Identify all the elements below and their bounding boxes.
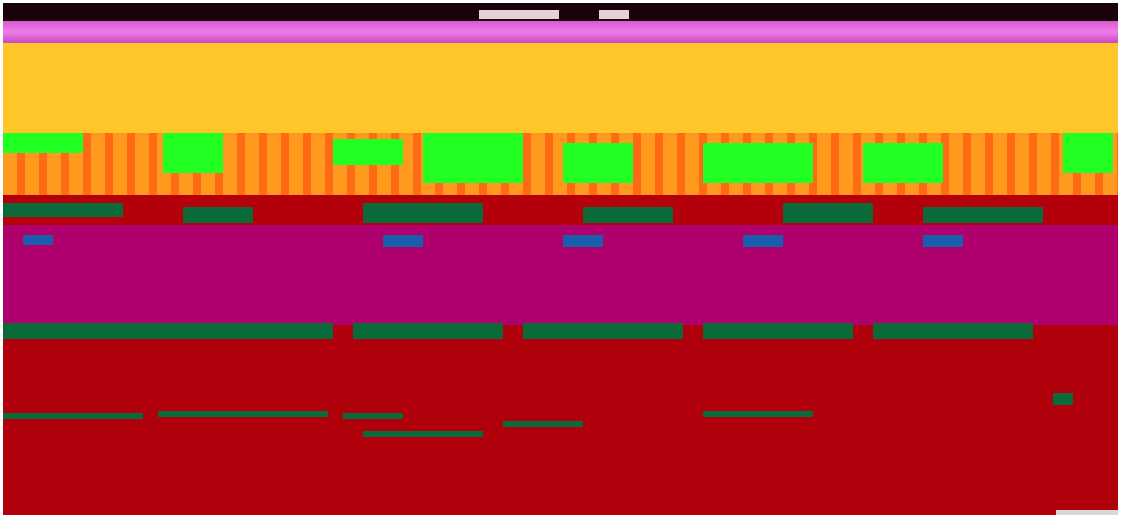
blue-glitch (23, 235, 53, 245)
dark-green-line (503, 421, 583, 427)
green-glitch (163, 133, 223, 173)
top-bar (3, 3, 1118, 21)
dark-green-glitch (703, 323, 853, 339)
green-glitch (703, 143, 813, 183)
blue-glitch (563, 235, 603, 247)
glitched-screen (3, 3, 1118, 515)
green-glitch (1063, 133, 1113, 173)
dark-green-line (703, 411, 813, 417)
corner-chip (1056, 510, 1118, 515)
blue-glitch (923, 235, 963, 247)
magenta-strip (3, 21, 1118, 43)
top-bar-artifact (599, 10, 629, 19)
yellow-band (3, 43, 1118, 133)
dark-green-glitch (363, 203, 483, 223)
green-glitch (563, 143, 633, 183)
dark-green-line (343, 413, 403, 419)
dark-green-glitch (3, 323, 333, 339)
green-glitch (863, 143, 943, 183)
dark-green-glitch (923, 207, 1043, 223)
dark-green-glitch (353, 323, 503, 339)
dark-green-line (363, 431, 483, 437)
green-glitch (333, 139, 403, 165)
dark-green-glitch (523, 323, 683, 339)
dark-green-glitch (873, 323, 1033, 339)
red-band-lower (3, 325, 1118, 515)
green-glitch (3, 133, 83, 153)
dark-green-line (158, 411, 328, 417)
dark-green-glitch (183, 207, 253, 223)
dark-green-glitch (583, 207, 673, 223)
green-glitch (423, 133, 523, 183)
dark-green-line (3, 413, 143, 419)
dark-green-line (1053, 393, 1073, 405)
blue-glitch (383, 235, 423, 247)
dark-green-glitch (783, 203, 873, 223)
blue-glitch (743, 235, 783, 247)
top-bar-artifact (479, 10, 559, 19)
dark-green-glitch (3, 203, 123, 217)
